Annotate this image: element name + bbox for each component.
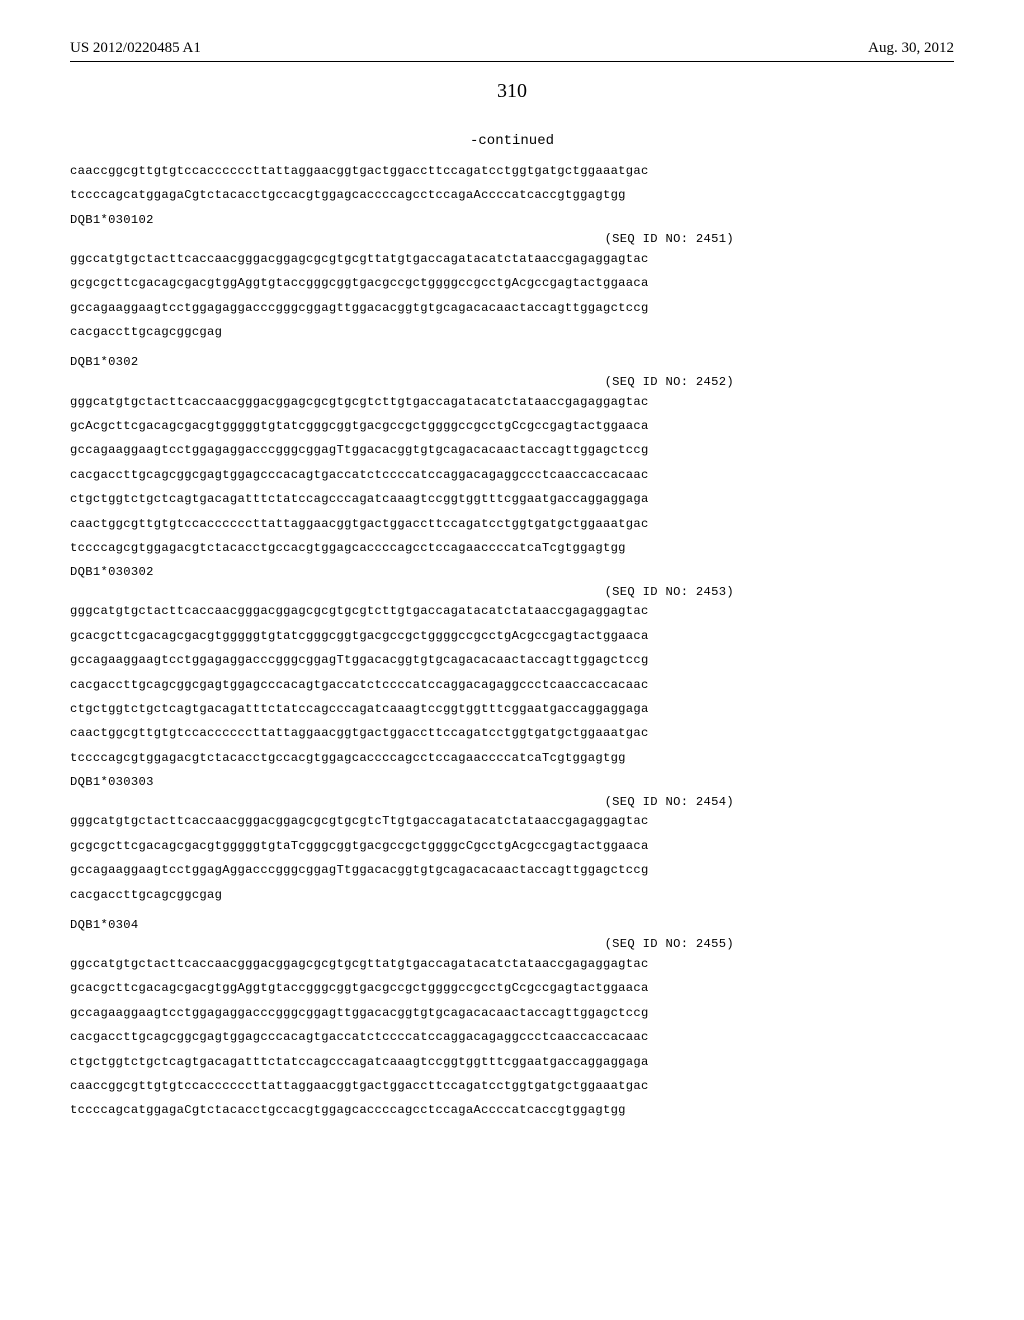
header-rule bbox=[70, 61, 954, 62]
allele-label: DQB1*0304 bbox=[70, 913, 954, 937]
continued-label: -continued bbox=[70, 133, 954, 149]
sequence-line: gccagaaggaagtcctggagaggacccgggcggagTtgga… bbox=[70, 648, 954, 672]
publication-date: Aug. 30, 2012 bbox=[868, 40, 954, 57]
sequence-line: gcAcgcttcgacagcgacgtgggggtgtatcgggcggtga… bbox=[70, 414, 954, 438]
sequence-line: gggcatgtgctacttcaccaacgggacggagcgcgtgcgt… bbox=[70, 599, 954, 623]
sequence-line: caaccggcgttgtgtccaccccccttattaggaacggtga… bbox=[70, 159, 954, 183]
sequence-line: gcacgcttcgacagcgacgtggAggtgtaccgggcggtga… bbox=[70, 976, 954, 1000]
publication-number: US 2012/0220485 A1 bbox=[70, 40, 201, 57]
sequence-line: cacgaccttgcagcggcgag bbox=[70, 320, 954, 344]
page: US 2012/0220485 A1 Aug. 30, 2012 310 -co… bbox=[0, 0, 1024, 1320]
sequence-line: ctgctggtctgctcagtgacagatttctatccagcccaga… bbox=[70, 487, 954, 511]
sequence-line: tccccagcatggagaCgtctacacctgccacgtggagcac… bbox=[70, 1098, 954, 1122]
sequence-line: tccccagcgtggagacgtctacacctgccacgtggagcac… bbox=[70, 746, 954, 770]
sequence-line: tccccagcgtggagacgtctacacctgccacgtggagcac… bbox=[70, 536, 954, 560]
sequence-line: tccccagcatggagaCgtctacacctgccacgtggagcac… bbox=[70, 183, 954, 207]
sequence-line: cacgaccttgcagcggcgagtggagcccacagtgaccatc… bbox=[70, 463, 954, 487]
sequence-line: caactggcgttgtgtccaccccccttattaggaacggtga… bbox=[70, 721, 954, 745]
seq-id-label: (SEQ ID NO: 2451) bbox=[70, 232, 954, 247]
sequence-line: cacgaccttgcagcggcgag bbox=[70, 883, 954, 907]
sequence-line: cacgaccttgcagcggcgagtggagcccacagtgaccatc… bbox=[70, 1025, 954, 1049]
sequence-line: gcgcgcttcgacagcgacgtgggggtgtaTcgggcggtga… bbox=[70, 834, 954, 858]
seq-id-label: (SEQ ID NO: 2455) bbox=[70, 937, 954, 952]
sequence-line: gcacgcttcgacagcgacgtgggggtgtatcgggcggtga… bbox=[70, 624, 954, 648]
page-number: 310 bbox=[70, 80, 954, 103]
sequence-content: caaccggcgttgtgtccaccccccttattaggaacggtga… bbox=[70, 159, 954, 1123]
sequence-line: caaccggcgttgtgtccaccccccttattaggaacggtga… bbox=[70, 1074, 954, 1098]
allele-label: DQB1*0302 bbox=[70, 350, 954, 374]
sequence-line: ggccatgtgctacttcaccaacgggacggagcgcgtgcgt… bbox=[70, 952, 954, 976]
sequence-line: cacgaccttgcagcggcgagtggagcccacagtgaccatc… bbox=[70, 673, 954, 697]
allele-label: DQB1*030302 bbox=[70, 560, 954, 584]
allele-label: DQB1*030102 bbox=[70, 208, 954, 232]
allele-label: DQB1*030303 bbox=[70, 770, 954, 794]
sequence-line: gcgcgcttcgacagcgacgtggAggtgtaccgggcggtga… bbox=[70, 271, 954, 295]
sequence-line: ctgctggtctgctcagtgacagatttctatccagcccaga… bbox=[70, 697, 954, 721]
seq-id-label: (SEQ ID NO: 2454) bbox=[70, 795, 954, 810]
sequence-line: gggcatgtgctacttcaccaacgggacggagcgcgtgcgt… bbox=[70, 390, 954, 414]
sequence-line: ctgctggtctgctcagtgacagatttctatccagcccaga… bbox=[70, 1050, 954, 1074]
sequence-line: gccagaaggaagtcctggagAggacccgggcggagTtgga… bbox=[70, 858, 954, 882]
sequence-line: ggccatgtgctacttcaccaacgggacggagcgcgtgcgt… bbox=[70, 247, 954, 271]
sequence-line: caactggcgttgtgtccaccccccttattaggaacggtga… bbox=[70, 512, 954, 536]
seq-id-label: (SEQ ID NO: 2452) bbox=[70, 375, 954, 390]
seq-id-label: (SEQ ID NO: 2453) bbox=[70, 585, 954, 600]
sequence-line: gccagaaggaagtcctggagaggacccgggcggagttgga… bbox=[70, 296, 954, 320]
sequence-line: gccagaaggaagtcctggagaggacccgggcggagttgga… bbox=[70, 1001, 954, 1025]
sequence-line: gccagaaggaagtcctggagaggacccgggcggagTtgga… bbox=[70, 438, 954, 462]
page-header: US 2012/0220485 A1 Aug. 30, 2012 bbox=[70, 40, 954, 57]
sequence-line: gggcatgtgctacttcaccaacgggacggagcgcgtgcgt… bbox=[70, 809, 954, 833]
